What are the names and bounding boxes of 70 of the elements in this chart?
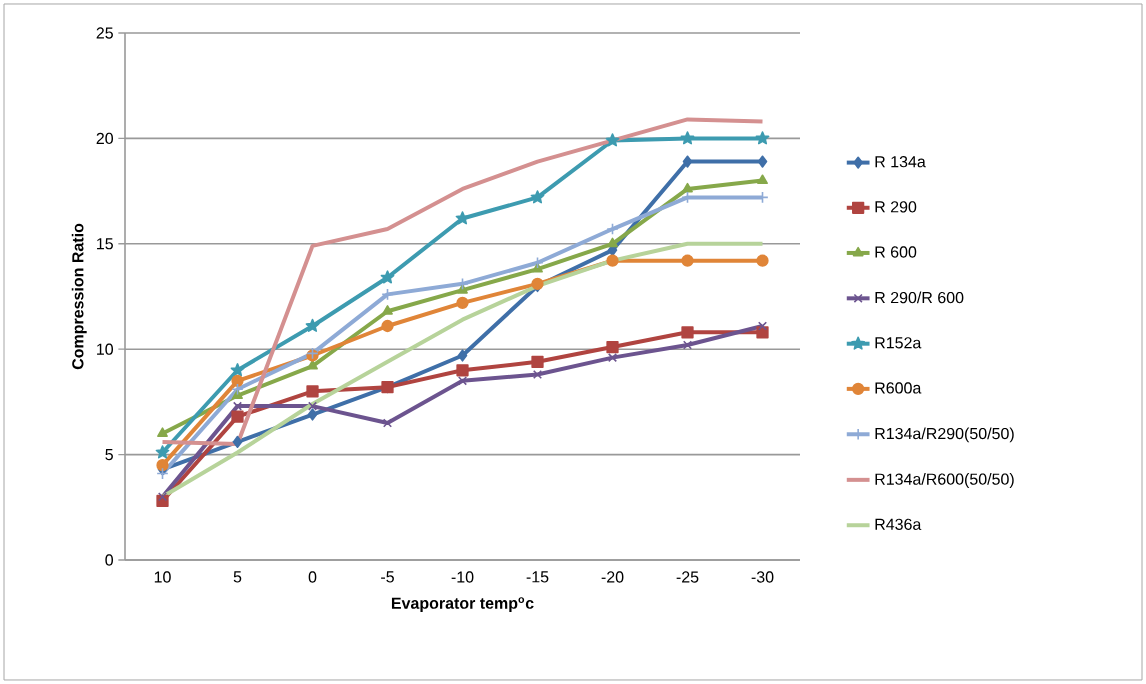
point [681,326,694,339]
x-tick-label: 0 [308,571,317,583]
point [456,296,469,309]
y-tick-label: 10 [97,343,114,355]
point [155,445,170,459]
point [756,326,769,339]
point [306,385,319,398]
point [382,418,393,428]
legend-label: R 290/R 600 [875,291,964,304]
point [757,174,768,185]
legend-label: R 290 [875,201,917,213]
x-tick-label: -20 [601,571,624,583]
x-tick-label: -10 [451,571,474,583]
legend-label: R134a/R290(50/50) [875,427,1014,443]
x-tick-label: -30 [751,571,774,583]
point [231,410,244,423]
point [157,492,168,502]
legend-label: R152a [875,337,922,349]
point [231,383,244,396]
y-tick-label: 0 [105,554,114,566]
point [532,369,543,380]
y-axis-title: Compression Ratio [71,223,87,370]
point [305,318,320,332]
y-tick-label: 15 [97,238,113,250]
point [757,321,768,331]
legend-label: R600a [875,382,922,394]
point [681,254,694,267]
x-tick-label: -5 [381,571,394,583]
x-tick-label: -25 [676,571,699,583]
point [457,376,468,386]
point [530,190,545,204]
point [457,349,468,362]
x-axis-title: Evaporator temp$^{o}$c [391,597,534,613]
x-tick-label: 5 [233,571,242,583]
point [682,340,693,350]
point [607,237,618,248]
point [156,458,169,472]
y-tick-label: 20 [96,132,114,145]
point [680,131,695,145]
point [606,340,619,354]
legend-label: R 600 [875,246,917,258]
point [756,254,769,267]
point [531,355,544,368]
x-tick-label: 10 [154,571,171,583]
legend-label: R 134a [875,156,926,168]
point [156,467,169,480]
point [607,353,618,363]
y-tick-label: 25 [96,27,113,39]
point [757,155,768,168]
point [382,305,393,315]
point [232,401,243,411]
point [755,131,770,145]
point [157,427,168,437]
point [456,364,469,377]
point [605,133,620,147]
point [231,374,244,387]
point [381,288,394,301]
point [232,435,243,449]
legend-label: R134a/R600(50/50) [875,473,1014,488]
point [380,270,395,284]
y-tick-label: 5 [105,449,113,461]
point [682,155,693,168]
point [606,254,619,267]
point [307,401,318,411]
point [682,182,693,193]
point [230,363,245,377]
point [381,319,394,333]
legend-label: R436a [875,518,922,530]
point [307,408,318,421]
x-tick-label: -15 [526,571,549,583]
